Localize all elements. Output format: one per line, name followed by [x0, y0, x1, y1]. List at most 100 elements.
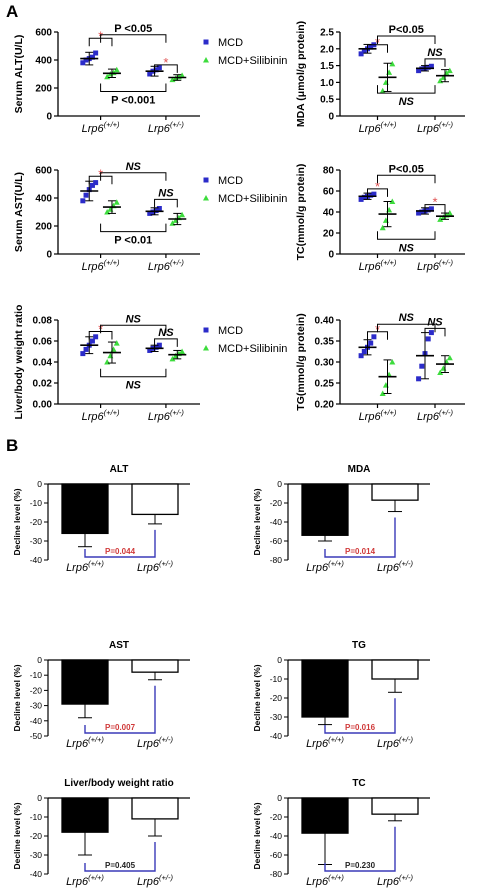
category-label: Lrp6(+/-) — [417, 408, 453, 423]
category-label-main: Lrp6 — [137, 562, 160, 574]
y-tick-label: -40 — [30, 869, 43, 879]
data-point-mcd — [83, 192, 89, 198]
y-tick-label: -30 — [30, 850, 43, 860]
significance-label: NS — [427, 316, 443, 328]
significance-label: NS — [399, 242, 415, 254]
data-point-mcd — [156, 206, 162, 211]
y-tick-label: -50 — [30, 731, 43, 741]
legend-label-mcd: MCD — [218, 175, 243, 187]
legend-label-silibinin: MCD+Silibinin — [218, 193, 287, 205]
data-point-silibinin — [179, 211, 186, 218]
data-point-silibinin — [379, 87, 386, 94]
significance-label: P <0.05 — [114, 23, 152, 35]
data-point-mcd — [425, 336, 431, 342]
data-point-mcd — [89, 182, 95, 188]
y-tick-label: 0.25 — [315, 379, 335, 390]
data-point-silibinin — [389, 60, 396, 67]
category-label-main: Lrp6 — [148, 261, 171, 273]
data-point-silibinin — [169, 355, 176, 362]
category-label: Lrp6(+/-) — [377, 559, 413, 574]
data-point-mcd — [416, 376, 422, 382]
category-label: Lrp6(+/-) — [137, 559, 173, 574]
legend-marker-silibinin — [203, 57, 209, 63]
category-label-main: Lrp6 — [66, 562, 89, 574]
data-point-mcd — [358, 196, 364, 202]
p-value-label: P=0.007 — [105, 723, 136, 732]
significance-bracket — [154, 338, 178, 347]
y-tick-label: 0 — [277, 655, 282, 665]
bar-heterozygous — [131, 483, 179, 516]
significance-label: NS — [126, 161, 142, 173]
category-label: Lrp6(+/+) — [359, 408, 397, 423]
y-axis-label: TG(mmol/g protein) — [295, 313, 307, 410]
y-tick-label: 600 — [35, 166, 52, 177]
significance-label: NS — [126, 313, 142, 325]
significance-star: * — [163, 55, 168, 70]
y-tick-label: -60 — [270, 536, 283, 546]
category-label-main: Lrp6 — [306, 738, 329, 750]
significance-label: NS — [126, 380, 142, 392]
category-label: Lrp6(+/+) — [66, 873, 104, 888]
p-value-label: P=0.230 — [345, 861, 376, 870]
p-value-bracket — [84, 842, 156, 872]
y-tick-label: 200 — [35, 222, 52, 233]
y-axis-label: Decline level (%) — [12, 802, 22, 869]
legend-marker-mcd — [203, 327, 209, 333]
category-label-main: Lrp6 — [359, 411, 382, 423]
p-value-bracket — [84, 685, 156, 734]
y-axis-label: Decline level (%) — [12, 664, 22, 731]
data-point-mcd — [361, 349, 367, 354]
y-tick-label: 0.06 — [33, 337, 53, 348]
legend-marker-silibinin — [203, 195, 209, 201]
data-point-mcd — [416, 210, 422, 216]
legend: MCD MCD+Silibinin — [203, 325, 287, 355]
category-label-main: Lrp6 — [66, 738, 89, 750]
y-tick-label: -20 — [270, 498, 283, 508]
y-tick-label: 2.5 — [320, 28, 334, 39]
significance-label: P<0.05 — [389, 24, 424, 36]
category-label: Lrp6(+/-) — [137, 735, 173, 750]
significance-bracket — [424, 327, 446, 337]
data-point-silibinin — [113, 66, 120, 73]
legend: MCD MCD+Silibinin — [203, 37, 287, 67]
legend-marker-silibinin — [203, 345, 209, 351]
category-label-main: Lrp6 — [306, 562, 329, 574]
category-label: Lrp6(+/+) — [306, 873, 344, 888]
category-label-main: Lrp6 — [82, 261, 105, 273]
y-tick-label: -40 — [30, 716, 43, 726]
category-label-superscript: (+/-) — [170, 408, 184, 417]
data-point-mcd — [80, 351, 86, 357]
y-tick-label: -20 — [30, 517, 43, 527]
data-point-silibinin — [379, 390, 386, 396]
bar-wildtype — [301, 797, 349, 834]
significance-bracket — [100, 324, 167, 334]
y-tick-label: -20 — [30, 831, 43, 841]
legend-label-mcd: MCD — [218, 37, 243, 49]
data-point-mcd — [147, 210, 153, 216]
category-label: Lrp6(+/+) — [359, 120, 397, 135]
significance-bracket — [424, 204, 446, 213]
category-label: Lrp6(+/-) — [417, 258, 453, 273]
y-tick-label: -80 — [270, 869, 283, 879]
p-value-label: P=0.014 — [345, 547, 376, 556]
scatter-chart-tg: 0.20 0.25 0.30 0.35 0.40 TG(mmol/g protein) Lr… — [295, 312, 465, 423]
category-label-superscript: (+/+) — [381, 408, 397, 417]
bar-heterozygous — [131, 659, 179, 673]
data-point-mcd — [147, 347, 153, 353]
significance-bracket — [100, 368, 167, 378]
data-point-mcd — [83, 346, 89, 352]
y-tick-label: -40 — [270, 731, 283, 741]
chart-title: MDA — [348, 464, 371, 475]
category-label: Lrp6(+/+) — [66, 559, 104, 574]
data-point-mcd — [368, 192, 374, 198]
legend-marker-mcd — [203, 177, 209, 183]
chart-title: Liver/body weight ratio — [64, 778, 173, 789]
y-tick-label: -10 — [30, 670, 43, 680]
y-axis-label: Decline level (%) — [12, 488, 22, 555]
y-tick-label: 400 — [35, 194, 52, 205]
category-label: Lrp6(+/+) — [82, 120, 120, 135]
y-tick-label: 0.08 — [33, 316, 53, 327]
significance-bracket — [100, 83, 167, 92]
category-label-main: Lrp6 — [306, 876, 329, 888]
data-point-mcd — [153, 344, 159, 350]
